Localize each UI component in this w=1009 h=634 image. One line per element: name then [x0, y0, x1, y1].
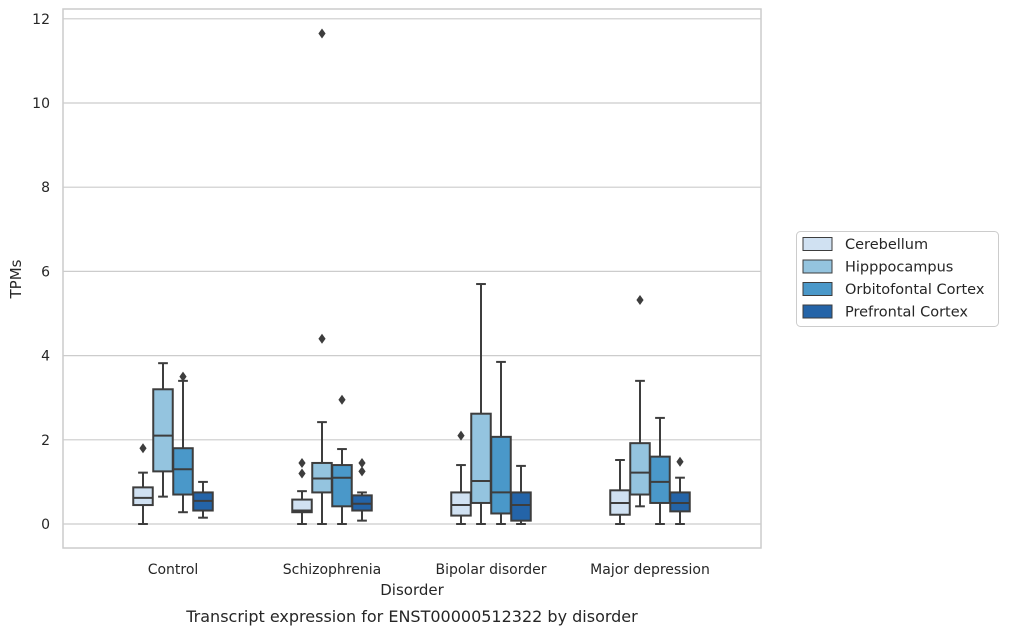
y-tick-label: 6	[41, 264, 50, 280]
box-prefrontal-cortex	[351, 457, 373, 522]
legend-swatch	[802, 304, 833, 319]
outlier-point	[358, 466, 366, 477]
y-axis-title: TPMs	[7, 259, 25, 299]
x-tick-labels: Control Schizophrenia Bipolar disorder Majo…	[148, 562, 710, 578]
legend-label: Orbitofontal Cortex	[845, 282, 985, 298]
box-cerebellum	[132, 443, 154, 525]
iqr-box	[649, 455, 671, 504]
outlier-point	[676, 456, 684, 467]
legend-label: Hipppocampus	[845, 260, 953, 276]
legend-swatch	[802, 282, 833, 296]
chart-caption: Transcript expression for ENST0000051232…	[185, 607, 638, 626]
box-orbitofontal-cortex	[490, 360, 512, 525]
box-hipppocampus	[629, 295, 651, 508]
legend-label: Prefrontal Cortex	[845, 305, 968, 321]
iqr-box	[291, 498, 313, 514]
outlier-point	[338, 394, 346, 405]
plot-area-border	[62, 8, 762, 549]
legend-label: Cerebellum	[845, 237, 928, 253]
iqr-box	[450, 491, 472, 517]
iqr-box	[152, 388, 174, 473]
box-cerebellum	[450, 430, 472, 525]
x-axis-title: Disorder	[380, 581, 444, 599]
outlier-point	[298, 457, 306, 468]
iqr-box	[510, 491, 532, 522]
y-tick-label: 2	[41, 433, 50, 449]
box-prefrontal-cortex	[669, 456, 691, 525]
y-tick-label: 0	[41, 517, 50, 533]
box-orbitofontal-cortex	[649, 416, 671, 525]
iqr-box	[669, 491, 691, 513]
outlier-point	[179, 371, 187, 382]
x-tick-label: Control	[148, 562, 199, 578]
box-prefrontal-cortex	[192, 480, 214, 519]
legend-frame	[796, 231, 999, 327]
y-tick-labels: 0 2 4 6 8 10 12	[32, 12, 50, 533]
y-tick-label: 12	[32, 12, 50, 28]
iqr-box	[331, 464, 353, 508]
outlier-point	[139, 443, 147, 454]
outlier-point	[457, 430, 465, 441]
box-cerebellum	[291, 457, 313, 525]
box-series	[132, 28, 691, 525]
iqr-box	[132, 486, 154, 507]
plot-frame	[62, 8, 762, 549]
y-tick-label: 8	[41, 180, 50, 196]
iqr-box	[629, 442, 651, 496]
x-tick-label: Major depression	[590, 562, 710, 578]
iqr-box	[470, 412, 492, 504]
box-prefrontal-cortex	[510, 464, 532, 525]
box-hipppocampus	[152, 362, 174, 498]
legend: Cerebellum Hipppocampus Orbitofontal Corte…	[796, 231, 999, 327]
outlier-point	[298, 468, 306, 479]
y-tick-label: 10	[32, 96, 50, 112]
box-cerebellum	[609, 459, 631, 525]
iqr-box	[490, 435, 512, 515]
grid-lines	[63, 18, 761, 525]
x-tick-label: Schizophrenia	[283, 562, 381, 578]
y-tick-label: 4	[41, 349, 50, 365]
outlier-point	[318, 28, 326, 39]
box-hipppocampus	[470, 283, 492, 525]
legend-swatch	[802, 237, 833, 251]
outlier-point	[358, 457, 366, 468]
box-orbitofontal-cortex	[172, 371, 194, 514]
outlier-point	[636, 295, 644, 306]
iqr-box	[172, 447, 194, 496]
x-tick-label: Bipolar disorder	[435, 562, 546, 578]
box-orbitofontal-cortex	[331, 394, 353, 525]
outlier-point	[318, 333, 326, 344]
legend-swatch	[802, 259, 833, 274]
